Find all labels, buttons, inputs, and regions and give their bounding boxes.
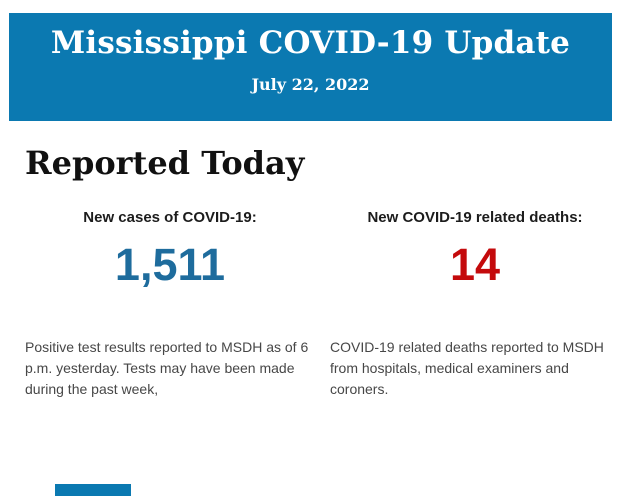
stats-columns: New cases of COVID-19: 1,511 Positive te… [0, 209, 620, 400]
new-deaths-label: New COVID-19 related deaths: [367, 208, 583, 226]
report-date: July 22, 2022 [251, 75, 370, 94]
new-cases-value: 1,511 [114, 238, 226, 290]
new-deaths-description: COVID-19 related deaths reported to MSDH… [330, 338, 604, 397]
section-heading: Reported Today [25, 144, 305, 182]
next-section-banner-partial [55, 484, 131, 496]
header-banner: Mississippi COVID-19 Update July 22, 202… [9, 13, 612, 121]
new-deaths-value: 14 [449, 238, 501, 290]
covid-update-newsletter: Mississippi COVID-19 Update July 22, 202… [0, 13, 620, 496]
new-cases-description: Positive test results reported to MSDH a… [25, 338, 309, 397]
stat-new-deaths: New COVID-19 related deaths: 14 COVID-19… [330, 209, 620, 400]
stat-new-cases: New cases of COVID-19: 1,511 Positive te… [25, 209, 315, 400]
page-title: Mississippi COVID-19 Update [50, 25, 571, 61]
new-cases-label: New cases of COVID-19: [83, 208, 257, 226]
